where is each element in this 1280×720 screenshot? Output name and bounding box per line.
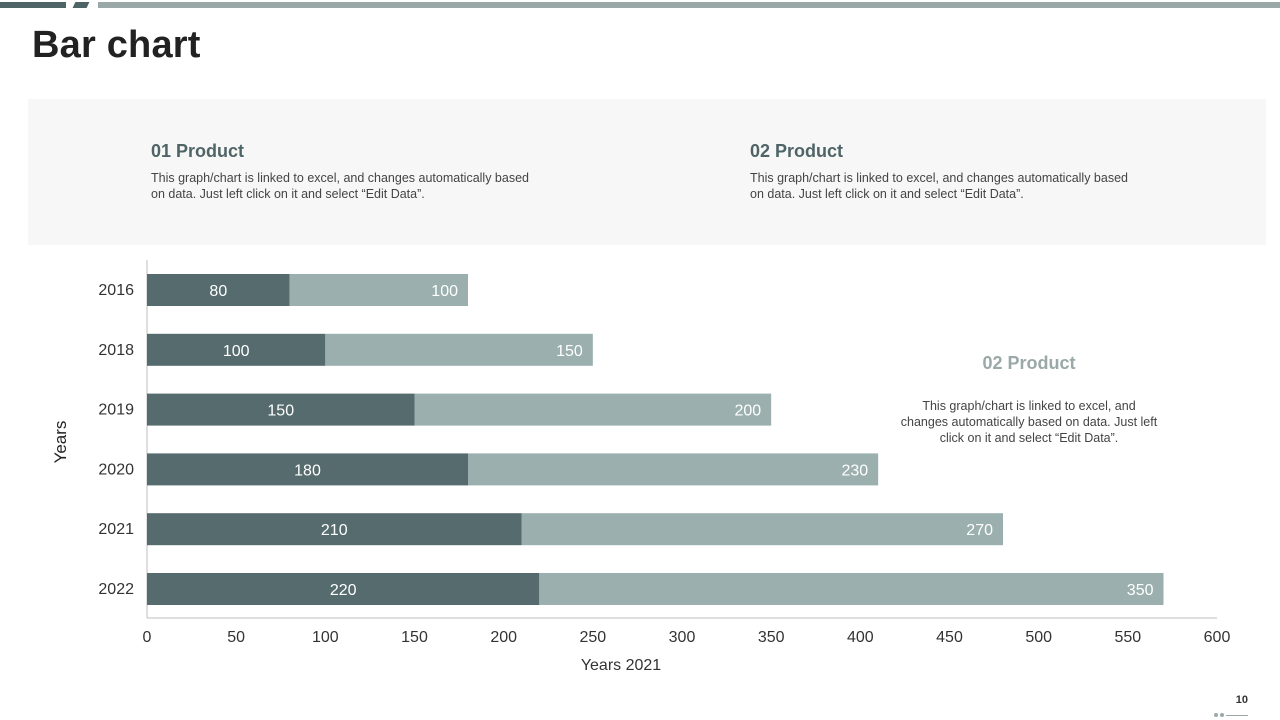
top-bar-dark-segment xyxy=(0,2,66,8)
side-note-text: This graph/chart is linked to excel, and… xyxy=(900,399,1158,445)
x-tick-label: 400 xyxy=(847,629,874,646)
data-label: 150 xyxy=(267,403,294,420)
bar-series-1 xyxy=(147,333,326,366)
side-note: 02 Product This graph/chart is linked to… xyxy=(898,353,1160,446)
page-decoration xyxy=(1214,712,1264,718)
bar-series-1 xyxy=(147,573,540,605)
x-tick-label: 50 xyxy=(227,629,245,646)
bar-series-2 xyxy=(414,393,772,426)
data-label: 350 xyxy=(1127,582,1154,599)
bar-series-1 xyxy=(147,453,468,486)
x-tick-label: 100 xyxy=(312,629,339,646)
x-tick-label: 250 xyxy=(579,629,606,646)
x-axis-title: Years 2021 xyxy=(581,657,661,674)
data-label: 100 xyxy=(223,343,250,360)
bar-series-1 xyxy=(147,274,290,306)
decor-line xyxy=(1226,715,1248,716)
decor-dot xyxy=(1214,713,1218,717)
data-label: 210 xyxy=(321,522,348,539)
side-note-heading: 02 Product xyxy=(982,353,1076,373)
data-label: 220 xyxy=(330,582,357,599)
top-decoration-bar xyxy=(0,0,1280,10)
page-title: Bar chart xyxy=(32,24,201,66)
y-tick-label: 2020 xyxy=(98,461,134,478)
bar-series-2 xyxy=(289,274,468,306)
info-block-product-1: 01 Product This graph/chart is linked to… xyxy=(151,141,531,202)
bar-series-2 xyxy=(539,573,1164,605)
data-label: 180 xyxy=(294,462,321,479)
bar-series-1 xyxy=(147,513,522,546)
x-tick-label: 200 xyxy=(490,629,517,646)
info-heading: 01 Product xyxy=(151,141,245,161)
page-number: 10 xyxy=(1235,694,1248,706)
top-bar-light-segment xyxy=(98,2,1280,8)
bar-series-2 xyxy=(468,453,879,486)
decor-dot xyxy=(1220,713,1224,717)
y-tick-label: 2022 xyxy=(98,581,134,598)
info-panel: 01 Product This graph/chart is linked to… xyxy=(28,99,1266,245)
info-text: This graph/chart is linked to excel, and… xyxy=(750,171,1128,201)
data-label: 200 xyxy=(734,403,761,420)
bar-series-1 xyxy=(147,393,415,426)
x-tick-label: 600 xyxy=(1204,629,1231,646)
info-heading: 02 Product xyxy=(750,141,844,161)
bar-series-2 xyxy=(521,513,1003,546)
data-label: 230 xyxy=(841,462,868,479)
x-tick-label: 500 xyxy=(1025,629,1052,646)
data-label: 80 xyxy=(209,283,227,300)
x-tick-label: 450 xyxy=(936,629,963,646)
x-tick-label: 0 xyxy=(143,629,152,646)
y-tick-label: 2016 xyxy=(98,282,134,299)
bar-series-2 xyxy=(325,333,593,366)
x-tick-label: 150 xyxy=(401,629,428,646)
data-label: 150 xyxy=(556,343,583,360)
x-tick-label: 300 xyxy=(669,629,696,646)
y-tick-label: 2019 xyxy=(98,402,134,419)
y-tick-label: 2018 xyxy=(98,342,134,359)
info-text: This graph/chart is linked to excel, and… xyxy=(151,171,529,201)
x-tick-label: 350 xyxy=(758,629,785,646)
y-tick-label: 2021 xyxy=(98,521,134,538)
x-tick-label: 550 xyxy=(1114,629,1141,646)
data-label: 270 xyxy=(966,522,993,539)
y-axis-title: Years xyxy=(51,421,70,464)
info-block-product-2: 02 Product This graph/chart is linked to… xyxy=(750,141,1130,202)
data-label: 100 xyxy=(431,283,458,300)
